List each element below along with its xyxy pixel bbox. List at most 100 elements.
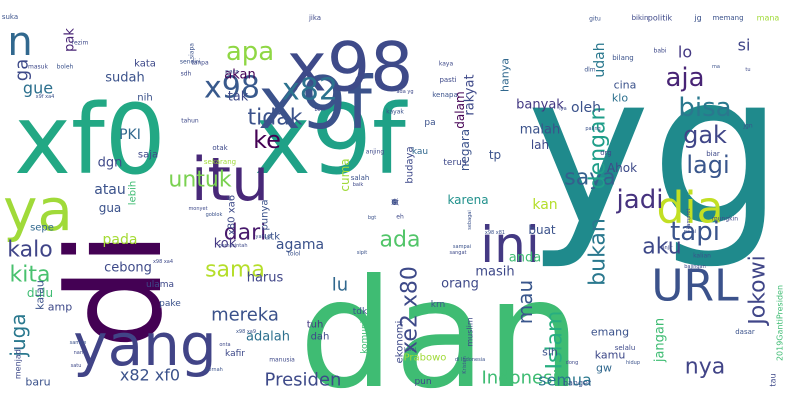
cloud-word: kita bbox=[10, 263, 51, 288]
cloud-word: boleh bbox=[57, 64, 74, 71]
cloud-word: lah bbox=[531, 138, 549, 152]
cloud-word: xe2 x80 bbox=[398, 266, 423, 354]
cloud-word: bajingan bbox=[684, 264, 706, 270]
cloud-word: harus bbox=[247, 271, 284, 286]
cloud-word: rakyat bbox=[463, 74, 478, 115]
cloud-word: hidup bbox=[626, 360, 640, 366]
cloud-word: kata bbox=[134, 59, 156, 70]
cloud-word: x9f bbox=[258, 61, 373, 145]
cloud-word: mana bbox=[757, 14, 780, 23]
cloud-word: udah bbox=[592, 42, 608, 77]
cloud-word: lagi bbox=[686, 151, 729, 179]
cloud-word: pa bbox=[424, 118, 435, 128]
cloud-word: siapa bbox=[189, 43, 196, 59]
cloud-word: negara bbox=[458, 129, 472, 171]
cloud-word: Prabowo bbox=[404, 353, 447, 364]
cloud-word: nanti bbox=[74, 350, 87, 356]
cloud-word: iya bbox=[559, 106, 566, 112]
cloud-word: x98 xa4 bbox=[153, 259, 173, 265]
cloud-word: salah bbox=[351, 174, 370, 182]
cloud-word: si bbox=[738, 36, 751, 55]
cloud-word: pemerintah bbox=[218, 243, 247, 249]
cloud-word: kaya bbox=[439, 61, 454, 68]
cloud-word: kok bbox=[214, 237, 237, 252]
cloud-word: dong bbox=[566, 360, 579, 366]
cloud-word: sih bbox=[542, 346, 558, 359]
cloud-word: cebong bbox=[104, 261, 152, 276]
cloud-word: sepe bbox=[30, 223, 54, 234]
cloud-word: pada bbox=[103, 232, 138, 248]
cloud-word: PKI bbox=[119, 127, 141, 143]
cloud-word: eh bbox=[396, 214, 404, 221]
cloud-word: sdh bbox=[181, 71, 192, 78]
cloud-word: onta bbox=[219, 342, 230, 348]
cloud-word: sangat bbox=[449, 250, 466, 256]
cloud-word: yahudi bbox=[256, 234, 273, 240]
cloud-word: sebagai bbox=[467, 210, 473, 230]
cloud-word: sudah bbox=[105, 71, 144, 86]
cloud-word: dari bbox=[224, 221, 267, 246]
cloud-word: anjir bbox=[661, 245, 673, 251]
cloud-word: bikin bbox=[632, 14, 649, 22]
cloud-word: tuh bbox=[307, 320, 324, 331]
cloud-word: gitu bbox=[589, 16, 601, 23]
cloud-word: sendiri bbox=[180, 59, 201, 66]
cloud-word: agama bbox=[276, 237, 324, 253]
cloud-word: ada yg bbox=[396, 89, 413, 95]
cloud-word: pasti bbox=[439, 76, 456, 84]
cloud-word: lebih bbox=[128, 181, 139, 205]
cloud-word: paling bbox=[585, 126, 600, 132]
cloud-word: dlm bbox=[584, 67, 595, 74]
cloud-word: x9f bbox=[254, 84, 408, 196]
cloud-word: karena bbox=[447, 193, 488, 207]
cloud-word: dulu bbox=[27, 286, 53, 300]
cloud-word: dia bbox=[656, 183, 723, 234]
cloud-word: aja bbox=[665, 63, 704, 93]
cloud-word: di bbox=[39, 231, 191, 350]
cloud-word: sampe bbox=[70, 340, 87, 346]
cloud-word: kau bbox=[412, 147, 428, 157]
cloud-word: punya bbox=[260, 199, 271, 230]
cloud-word: kampret bbox=[686, 209, 692, 230]
cloud-word: adalah bbox=[246, 330, 290, 345]
cloud-word: Indonesia bbox=[481, 368, 568, 389]
cloud-word: saja bbox=[138, 150, 158, 161]
cloud-word: kan bbox=[532, 197, 557, 213]
cloud-word: gua bbox=[99, 201, 122, 215]
cloud-word: satu bbox=[71, 363, 82, 369]
cloud-word: para bbox=[225, 69, 239, 76]
cloud-word: ada bbox=[380, 228, 421, 253]
cloud-word: Ahok bbox=[607, 161, 637, 175]
cloud-word: malah bbox=[520, 123, 560, 138]
cloud-word: dgn bbox=[98, 156, 123, 171]
cloud-word: x98 bbox=[204, 71, 260, 106]
cloud-word: x98 x81 bbox=[485, 230, 505, 236]
cloud-word: yang bbox=[73, 311, 216, 379]
cloud-word: x98 xa9 bbox=[236, 329, 256, 335]
cloud-word: komunis bbox=[360, 316, 370, 354]
cloud-word: akan bbox=[224, 68, 255, 83]
cloud-word: jangan bbox=[653, 318, 668, 363]
cloud-word: kayak bbox=[386, 109, 404, 116]
cloud-word: orang bbox=[441, 277, 479, 292]
cloud-word: amp bbox=[48, 301, 72, 314]
cloud-word: klo bbox=[612, 92, 628, 105]
cloud-word: dalam bbox=[453, 91, 467, 128]
cloud-word: apa bbox=[226, 37, 274, 67]
cloud-word: x82 bbox=[282, 73, 338, 108]
cloud-word: biar bbox=[706, 150, 720, 158]
cloud-word: dah bbox=[311, 332, 330, 343]
cloud-word: cina bbox=[614, 79, 637, 92]
cloud-word: Presiden bbox=[265, 370, 342, 391]
cloud-word: ulama bbox=[146, 280, 174, 290]
cloud-word: krn bbox=[431, 300, 445, 310]
cloud-word: sekarang bbox=[204, 158, 236, 166]
cloud-word: budaya bbox=[405, 146, 416, 183]
cloud-word: ini bbox=[480, 216, 539, 274]
cloud-word: saya bbox=[564, 166, 615, 191]
cloud-word: org bbox=[600, 149, 611, 157]
cloud-word: jadi bbox=[616, 185, 664, 215]
cloud-word: baik bbox=[353, 182, 364, 188]
cloud-word: ga bbox=[12, 59, 33, 81]
cloud-word: kenapa bbox=[432, 91, 458, 99]
